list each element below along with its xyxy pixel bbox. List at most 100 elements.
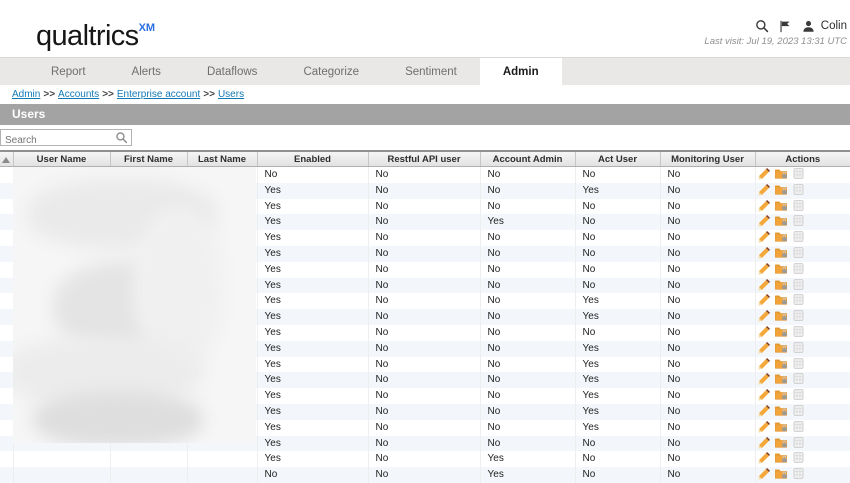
folder-lock-icon[interactable] [774, 325, 788, 341]
monitoring-user-cell: No [660, 340, 756, 357]
folder-lock-icon[interactable] [774, 357, 788, 373]
act-user-cell: Yes [575, 403, 661, 420]
grid-icon[interactable] [792, 309, 805, 325]
restful-api-user-cell: No [368, 166, 481, 183]
column-header-user-name[interactable]: User Name [13, 150, 111, 167]
breadcrumb-link-accounts[interactable]: Accounts [58, 89, 100, 100]
folder-lock-icon[interactable] [774, 214, 788, 230]
edit-pencil-icon[interactable] [757, 388, 771, 404]
grid-icon[interactable] [792, 293, 805, 309]
tab-admin[interactable]: Admin [479, 58, 562, 85]
grid-icon[interactable] [792, 246, 805, 262]
edit-pencil-icon[interactable] [757, 230, 771, 246]
grid-icon[interactable] [792, 451, 805, 467]
monitoring-user-cell: No [660, 451, 756, 468]
grid-icon[interactable] [792, 388, 805, 404]
edit-pencil-icon[interactable] [757, 167, 771, 183]
column-header-sort[interactable] [0, 150, 14, 167]
breadcrumb-link-users[interactable]: Users [217, 89, 245, 100]
edit-pencil-icon[interactable] [757, 420, 771, 436]
folder-lock-icon[interactable] [774, 404, 788, 420]
folder-lock-icon[interactable] [774, 246, 788, 262]
folder-lock-icon[interactable] [774, 436, 788, 452]
edit-pencil-icon[interactable] [757, 404, 771, 420]
person-icon[interactable] [802, 20, 815, 33]
edit-pencil-icon[interactable] [757, 467, 771, 483]
tab-report[interactable]: Report [51, 65, 86, 78]
grid-icon[interactable] [792, 183, 805, 199]
edit-pencil-icon[interactable] [757, 183, 771, 199]
restful-api-user-cell: No [368, 451, 481, 468]
account-admin-cell: No [480, 309, 576, 325]
folder-lock-icon[interactable] [774, 293, 788, 309]
grid-icon[interactable] [792, 230, 805, 246]
column-header-account-admin[interactable]: Account Admin [480, 150, 576, 167]
edit-pencil-icon[interactable] [757, 451, 771, 467]
edit-pencil-icon[interactable] [757, 341, 771, 357]
flag-icon[interactable] [779, 20, 792, 33]
folder-lock-icon[interactable] [774, 230, 788, 246]
column-header-restful-api-user[interactable]: Restful API user [368, 150, 481, 167]
restful-api-user-cell: No [368, 230, 481, 246]
tab-alerts[interactable]: Alerts [131, 65, 161, 78]
grid-icon[interactable] [792, 357, 805, 373]
column-header-monitoring-user[interactable]: Monitoring User [660, 150, 756, 167]
grid-icon[interactable] [792, 404, 805, 420]
actions-cell [755, 278, 850, 294]
column-header-act-user[interactable]: Act User [575, 150, 661, 167]
breadcrumb-link-enterprise-account[interactable]: Enterprise account [116, 89, 201, 100]
folder-lock-icon[interactable] [774, 372, 788, 388]
tab-dataflows[interactable]: Dataflows [206, 65, 258, 78]
account-admin-cell: Yes [480, 214, 576, 231]
edit-pencil-icon[interactable] [757, 357, 771, 373]
column-header-last-name[interactable]: Last Name [187, 150, 258, 167]
edit-pencil-icon[interactable] [757, 262, 771, 278]
edit-pencil-icon[interactable] [757, 309, 771, 325]
folder-lock-icon[interactable] [774, 341, 788, 357]
monitoring-user-cell: No [660, 182, 756, 199]
column-header-enabled[interactable]: Enabled [257, 150, 369, 167]
folder-lock-icon[interactable] [774, 388, 788, 404]
folder-lock-icon[interactable] [774, 199, 788, 215]
tab-sentiment[interactable]: Sentiment [405, 65, 457, 78]
edit-pencil-icon[interactable] [757, 372, 771, 388]
search-box[interactable] [0, 129, 132, 149]
column-header-actions[interactable]: Actions [755, 150, 850, 167]
grid-icon[interactable] [792, 262, 805, 278]
tab-categorize[interactable]: Categorize [303, 65, 360, 78]
folder-lock-icon[interactable] [774, 262, 788, 278]
edit-pencil-icon[interactable] [757, 278, 771, 294]
edit-pencil-icon[interactable] [757, 246, 771, 262]
search-input[interactable] [1, 133, 115, 148]
grid-icon[interactable] [792, 420, 805, 436]
enabled-cell: Yes [257, 182, 369, 199]
folder-lock-icon[interactable] [774, 183, 788, 199]
last-visit-text: Last visit: Jul 19, 2023 13:31 UTC [704, 36, 847, 47]
edit-pencil-icon[interactable] [757, 214, 771, 230]
username-label[interactable]: Colin [820, 20, 847, 32]
grid-icon[interactable] [792, 341, 805, 357]
edit-pencil-icon[interactable] [757, 199, 771, 215]
edit-pencil-icon[interactable] [757, 325, 771, 341]
magnifier-icon[interactable] [115, 131, 128, 149]
grid-icon[interactable] [792, 372, 805, 388]
grid-icon[interactable] [792, 278, 805, 294]
folder-lock-icon[interactable] [774, 167, 788, 183]
search-icon[interactable] [755, 19, 769, 33]
folder-lock-icon[interactable] [774, 451, 788, 467]
edit-pencil-icon[interactable] [757, 436, 771, 452]
column-header-first-name[interactable]: First Name [110, 150, 188, 167]
grid-icon[interactable] [792, 436, 805, 452]
grid-icon[interactable] [792, 199, 805, 215]
edit-pencil-icon[interactable] [757, 293, 771, 309]
grid-icon[interactable] [792, 467, 805, 483]
breadcrumb-link-admin[interactable]: Admin [12, 89, 41, 100]
folder-lock-icon[interactable] [774, 278, 788, 294]
folder-lock-icon[interactable] [774, 420, 788, 436]
enabled-cell: Yes [257, 324, 369, 341]
folder-lock-icon[interactable] [774, 467, 788, 483]
folder-lock-icon[interactable] [774, 309, 788, 325]
grid-icon[interactable] [792, 167, 805, 183]
grid-icon[interactable] [792, 214, 805, 230]
grid-icon[interactable] [792, 325, 805, 341]
